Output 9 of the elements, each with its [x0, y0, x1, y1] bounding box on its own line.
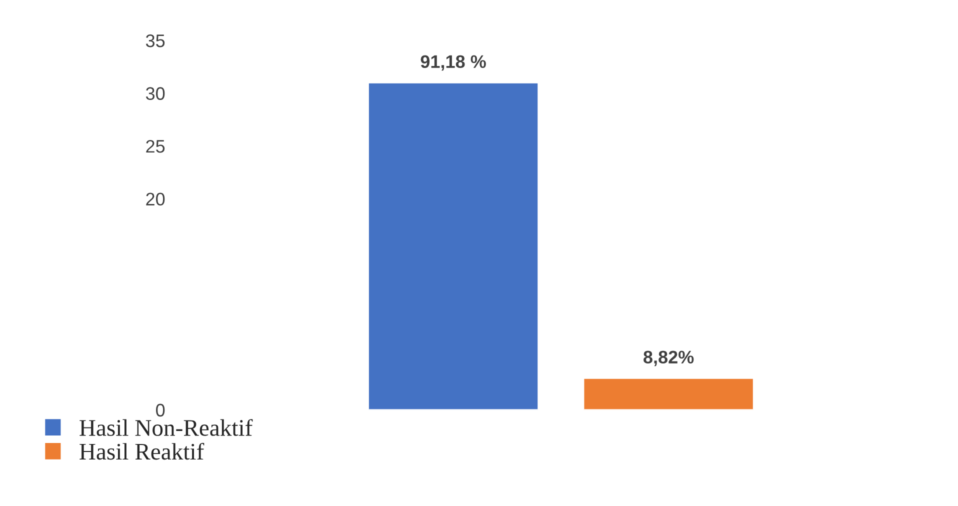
y-tick-label: 20 [146, 192, 165, 206]
y-tick-label: 0 [156, 404, 165, 417]
legend-label: Hasil Reaktif [80, 442, 204, 460]
y-tick-label: 35 [146, 34, 165, 48]
y-tick-label: 30 [146, 87, 165, 100]
annotation: 91,18 % [420, 55, 486, 71]
legend-label: Hasil Non-Reaktif [80, 419, 253, 436]
annotation: 8,82% [644, 350, 694, 366]
y-tick-label: 25 [146, 140, 165, 153]
